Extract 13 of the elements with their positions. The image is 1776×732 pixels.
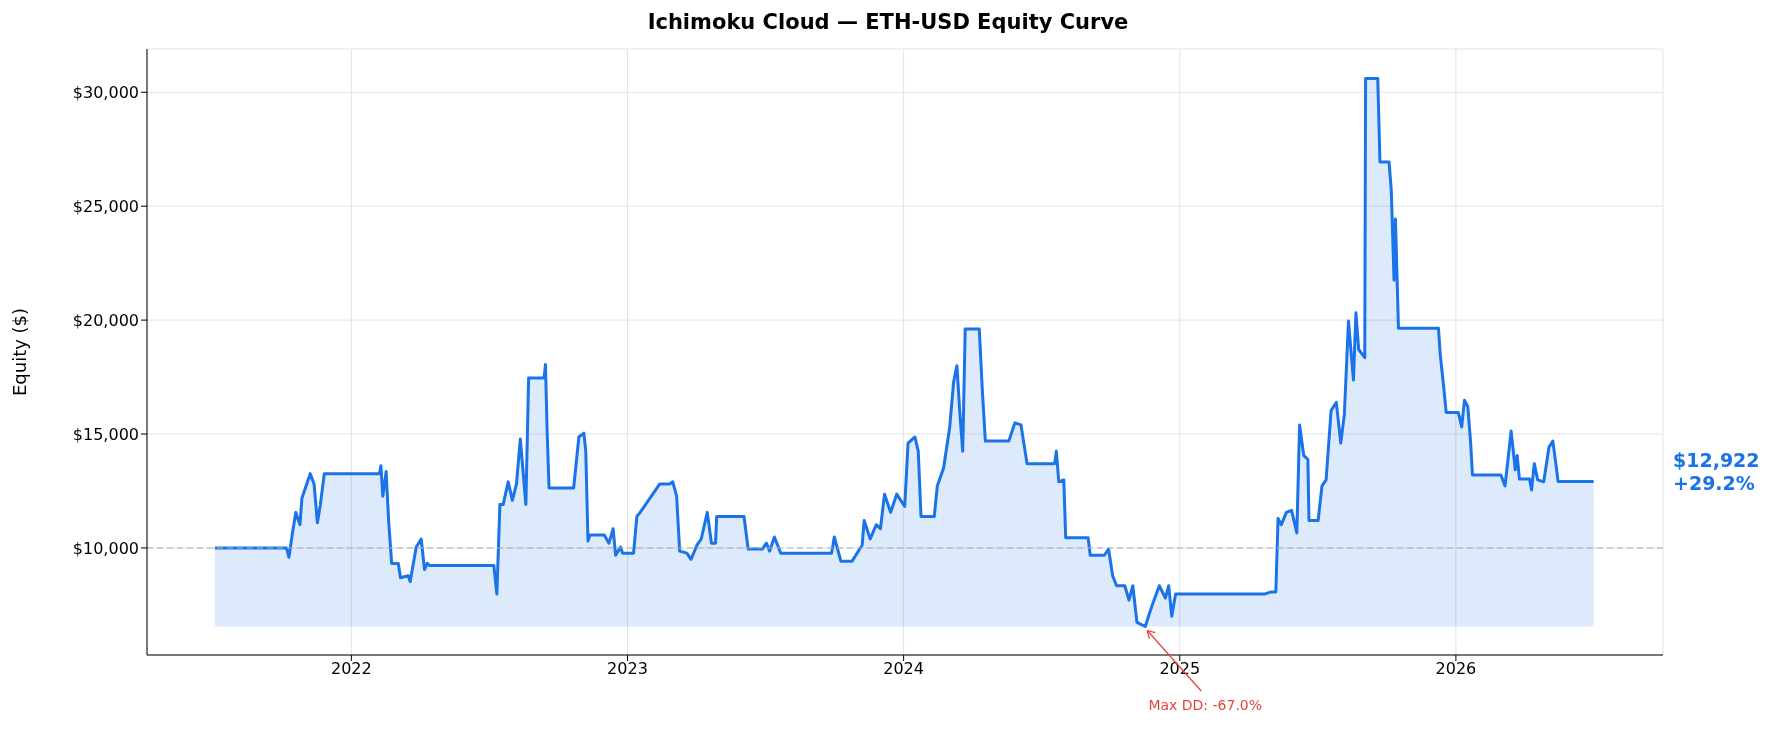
y-tick-label: $30,000 [72,82,139,102]
x-tick-label: 2023 [607,659,648,679]
x-tick-label: 2024 [883,659,924,679]
y-tick-label: $15,000 [72,424,139,444]
x-tick-label: 2026 [1435,659,1477,679]
annotation: Max DD: -67.0% [1148,697,1263,713]
chart-title: Ichimoku Cloud — ETH-USD Equity Curve [646,10,1130,34]
text: $12,922 +29.2% [1673,449,1760,495]
y-tick-label: $20,000 [72,310,139,330]
y-axis-title: Equity ($) [9,307,31,397]
y-tick-label: $10,000 [72,538,139,558]
y-tick-label: $25,000 [72,196,139,216]
x-tick-label: 2022 [330,659,372,679]
